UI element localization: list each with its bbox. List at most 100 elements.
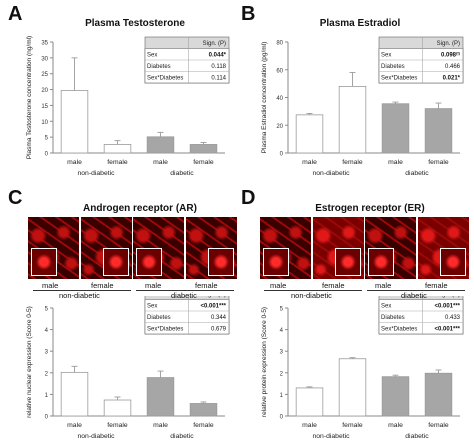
y-tick-label-c: 2 — [45, 371, 49, 377]
micrograph-label-c-4: female — [195, 281, 218, 290]
group-line-c-2 — [136, 290, 234, 291]
bar-chart-a: 0 5 10 15 20 25 30 35 Plasma Testosterone concen… — [26, 36, 230, 177]
micrograph-inset — [334, 248, 361, 276]
group-label-d-2: diabetic — [405, 433, 429, 440]
table-p-value-b-3: 0.021* — [443, 76, 461, 82]
group-label-b-1: non-diabetic — [312, 170, 350, 177]
micrograph-inset — [368, 248, 394, 276]
bar-b-2 — [338, 86, 367, 154]
group-line-c-1 — [33, 290, 131, 291]
significance-table-body-b — [378, 48, 464, 84]
chart-title-a: Plasma Testosterone — [85, 18, 185, 29]
y-tick-label-c: 3 — [45, 350, 49, 356]
table-p-value-a-2: 0.118 — [211, 64, 226, 70]
table-factor-a-1: Sex — [147, 53, 157, 59]
x-tick-label-c-3: male — [153, 422, 168, 429]
y-tick-label-c: 4 — [45, 328, 49, 334]
bar-b-4 — [424, 108, 453, 154]
bar-a-1 — [60, 90, 89, 154]
bar-chart-b: 0 20 40 60 80 Plasma Estradiol concentration … — [261, 36, 464, 177]
y-tick-label-c: 1 — [45, 393, 49, 399]
micrograph-label-c-3: male — [145, 281, 162, 290]
group-label-d-1: non-diabetic — [312, 433, 350, 440]
micrograph-inset — [263, 248, 289, 276]
y-tick-label-b: 0 — [280, 152, 284, 158]
table-header-b: Sign. (P) — [437, 41, 460, 47]
x-tick-label-b-1: male — [302, 159, 317, 166]
table-factor-b-2: Diabetes — [381, 64, 405, 70]
bar-c-3 — [146, 377, 175, 417]
y-tick-label-b: 40 — [276, 96, 283, 102]
x-tick-label-b-2: female — [342, 159, 363, 166]
y-tick-label-b: 80 — [276, 41, 283, 47]
table-p-value-b-2: 0.466 — [445, 64, 461, 70]
bar-d-4 — [424, 372, 453, 417]
group-line-d-1 — [264, 290, 362, 291]
chart-title-d: Estrogen receptor (ER) — [315, 203, 425, 214]
x-tick-label-b-4: female — [428, 159, 449, 166]
bar-b-1 — [295, 114, 324, 154]
micrograph-label-d-2: female — [322, 281, 345, 290]
bar-chart-d: 0 1 2 3 4 5 relative protein expression (Score… — [261, 296, 464, 440]
x-tick-label-d-2: female — [342, 422, 363, 429]
table-factor-c-3: Sex*Diabetes — [147, 327, 183, 333]
bar-b-3 — [381, 103, 410, 154]
y-axis-label-c: relative nuclear expression (Score 0-5) — [26, 306, 33, 418]
table-header-d: Sign. (P) — [437, 296, 460, 298]
micrograph-image-2 — [312, 217, 364, 279]
group-label-c-2: diabetic — [170, 433, 194, 440]
micrograph-inset — [439, 248, 466, 276]
y-tick-label-c: 0 — [45, 415, 49, 421]
group-label-a-1: non-diabetic — [77, 170, 115, 177]
x-tick-label-c-4: female — [193, 422, 214, 429]
bar-c-2 — [103, 399, 132, 417]
y-axis-label-b: Plasma Estradiol concentration (pg/ml) — [261, 42, 268, 154]
x-tick-label-a-2: female — [107, 159, 128, 166]
y-tick-label-d: 0 — [280, 415, 284, 421]
y-tick-label-b: 20 — [276, 124, 283, 130]
chart-title-c: Androgen receptor (AR) — [83, 203, 197, 214]
panel-label-a: A — [8, 3, 23, 25]
micrograph-image-4 — [185, 217, 237, 279]
micrograph-image-1 — [260, 217, 311, 279]
micrograph-inset — [207, 248, 234, 276]
micrograph-strip-er — [260, 217, 470, 279]
significance-table-body-c — [144, 299, 230, 335]
table-p-value-b-1: 0.098(t) — [441, 51, 461, 59]
table-p-value-a-3: 0.114 — [211, 76, 226, 82]
table-factor-c-2: Diabetes — [147, 315, 171, 321]
x-tick-label-c-2: female — [107, 422, 128, 429]
y-tick-label-d: 2 — [280, 371, 284, 377]
micrograph-label-c-1: male — [42, 281, 59, 290]
table-p-value-c-3: 0.679 — [211, 327, 227, 333]
table-factor-c-1: Sex — [147, 304, 157, 310]
table-factor-d-3: Sex*Diabetes — [381, 327, 417, 333]
micrograph-image-3 — [365, 217, 416, 279]
table-factor-a-3: Sex*Diabetes — [147, 76, 183, 82]
x-tick-label-c-1: male — [67, 422, 82, 429]
micrograph-group-c-1: non-diabetic — [59, 291, 100, 300]
y-tick-label-a: 5 — [45, 136, 49, 142]
micrograph-inset — [31, 248, 57, 276]
table-factor-b-3: Sex*Diabetes — [381, 76, 417, 82]
y-tick-label-b: 60 — [276, 68, 283, 74]
bar-d-1 — [295, 387, 324, 417]
y-tick-label-a: 20 — [41, 88, 48, 94]
y-tick-label-d: 5 — [280, 307, 284, 313]
micrograph-image-4 — [417, 217, 469, 279]
micrograph-image-3 — [133, 217, 184, 279]
table-p-value-c-2: 0.344 — [211, 315, 227, 321]
micrograph-image-2 — [80, 217, 132, 279]
y-axis-label-a: Plasma Testosterone concentration (ng/ml… — [26, 36, 33, 159]
micrograph-group-d-1: non-diabetic — [291, 291, 332, 300]
table-header-a: Sign. (P) — [203, 41, 226, 47]
bar-a-4 — [189, 144, 218, 154]
significance-table-body-d — [378, 299, 464, 335]
bar-a-3 — [146, 136, 175, 154]
y-tick-label-d: 1 — [280, 393, 284, 399]
table-p-value-a-1: 0.044* — [209, 53, 227, 59]
micrograph-label-d-3: male — [375, 281, 392, 290]
panel-label-b: B — [241, 3, 256, 25]
micrograph-inset — [102, 248, 129, 276]
x-tick-label-a-1: male — [67, 159, 82, 166]
